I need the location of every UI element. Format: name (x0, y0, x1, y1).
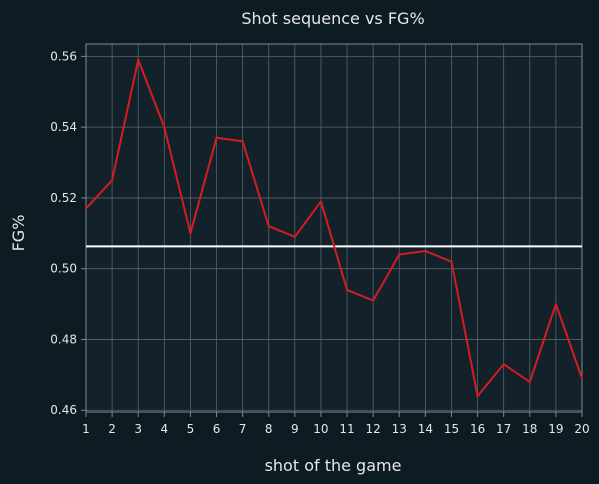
x-tick-label: 2 (108, 422, 116, 436)
data-point (424, 250, 427, 252)
x-tick-label: 16 (470, 422, 485, 436)
x-tick-label: 6 (213, 422, 221, 436)
data-point (267, 225, 270, 228)
y-axis-ticks: 0.46 0.48 0.50 0.52 0.54 0.56 (50, 49, 86, 417)
data-point (293, 235, 296, 238)
data-point (215, 136, 218, 139)
data-point (398, 253, 401, 256)
x-tick-label: 1 (82, 422, 90, 436)
x-tick-label: 9 (291, 422, 299, 436)
data-point (111, 179, 114, 182)
x-tick-label: 11 (339, 422, 354, 436)
plot-background (86, 44, 582, 412)
x-tick-label: 12 (366, 422, 381, 436)
fg-series-line (85, 58, 583, 398)
y-tick-label: 0.54 (50, 120, 77, 134)
data-point (502, 363, 505, 366)
data-point (528, 380, 531, 383)
y-tick-label: 0.48 (50, 332, 77, 346)
data-point (346, 288, 349, 291)
data-point (189, 232, 192, 235)
y-tick-label: 0.46 (50, 403, 77, 417)
chart-title: Shot sequence vs FG% (241, 9, 424, 28)
x-tick-label: 10 (313, 422, 328, 436)
x-tick-label: 5 (187, 422, 195, 436)
x-tick-label: 14 (418, 422, 433, 436)
data-point (450, 260, 453, 263)
y-tick-label: 0.52 (50, 191, 77, 205)
data-point (137, 58, 140, 61)
data-point (163, 126, 166, 129)
x-tick-label: 7 (239, 422, 247, 436)
x-tick-label: 3 (134, 422, 142, 436)
y-axis-label: FG% (9, 215, 28, 252)
data-point (476, 395, 479, 398)
x-tick-label: 15 (444, 422, 459, 436)
y-tick-label: 0.50 (50, 262, 77, 276)
y-tick-label: 0.56 (50, 49, 77, 63)
axes-spines (85, 43, 583, 413)
x-tick-label: 20 (574, 422, 589, 436)
grid (85, 44, 583, 412)
x-tick-label: 8 (265, 422, 273, 436)
data-point (319, 200, 322, 203)
series-group (85, 58, 583, 398)
x-axis-ticks: 1 2 3 4 5 6 7 8 9 10 11 12 13 14 15 16 17 18 19 20 (82, 412, 590, 436)
x-tick-label: 17 (496, 422, 511, 436)
x-tick-label: 19 (548, 422, 563, 436)
data-point (581, 377, 583, 380)
plot-frame (85, 43, 583, 413)
data-point (554, 303, 557, 306)
data-point (372, 299, 375, 302)
data-point (85, 207, 87, 210)
x-tick-label: 18 (522, 422, 537, 436)
data-point (241, 140, 244, 143)
x-axis-label: shot of the game (265, 456, 402, 475)
x-tick-label: 13 (392, 422, 407, 436)
x-tick-label: 4 (160, 422, 168, 436)
